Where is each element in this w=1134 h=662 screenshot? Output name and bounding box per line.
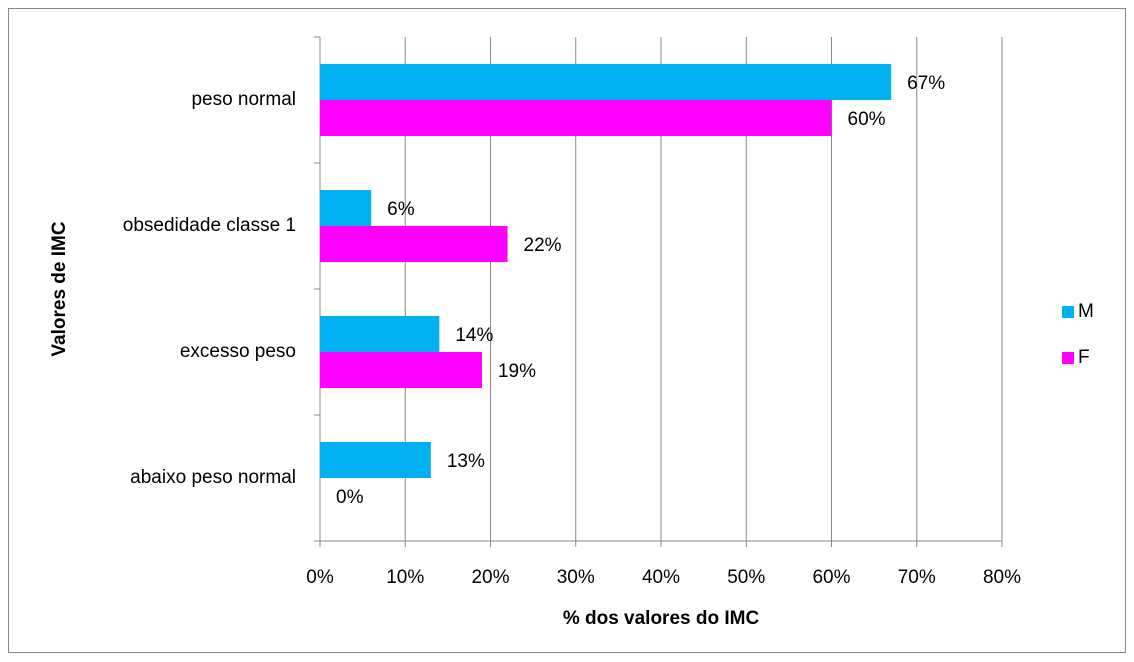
data-label: 13%: [447, 451, 485, 472]
bar: [320, 100, 832, 136]
y-tick-label: abaixo peso normal: [130, 467, 296, 488]
bar: [320, 190, 372, 226]
bar: [320, 226, 508, 262]
x-tick-label: 0%: [306, 567, 334, 588]
x-tick-label: 20%: [471, 567, 509, 588]
y-tick-label: obsedidade classe 1: [123, 215, 296, 236]
x-tick-label: 30%: [557, 567, 595, 588]
x-tick-label: 50%: [727, 567, 765, 588]
data-label: 0%: [336, 487, 364, 508]
x-tick-label: 40%: [642, 567, 680, 588]
legend-swatch: [1062, 306, 1074, 318]
data-label: 60%: [848, 109, 886, 130]
data-label: 6%: [387, 199, 415, 220]
bar: [320, 64, 892, 100]
legend-label: M: [1078, 301, 1094, 322]
bar: [320, 352, 482, 388]
data-label: 19%: [498, 361, 536, 382]
data-label: 14%: [455, 325, 493, 346]
x-tick-label: 80%: [983, 567, 1021, 588]
legend-label: F: [1078, 347, 1090, 368]
bar: [320, 442, 431, 478]
y-tick-label: peso normal: [191, 89, 296, 110]
x-axis-title: % dos valores do IMC: [563, 608, 760, 629]
legend-swatch: [1062, 352, 1074, 364]
y-tick-label: excesso peso: [180, 341, 296, 362]
data-label: 67%: [907, 73, 945, 94]
y-axis-title: Valores de IMC: [49, 221, 70, 356]
data-label: 22%: [524, 235, 562, 256]
x-tick-label: 70%: [898, 567, 936, 588]
x-tick-label: 10%: [386, 567, 424, 588]
x-tick-label: 60%: [812, 567, 850, 588]
bar: [320, 316, 440, 352]
